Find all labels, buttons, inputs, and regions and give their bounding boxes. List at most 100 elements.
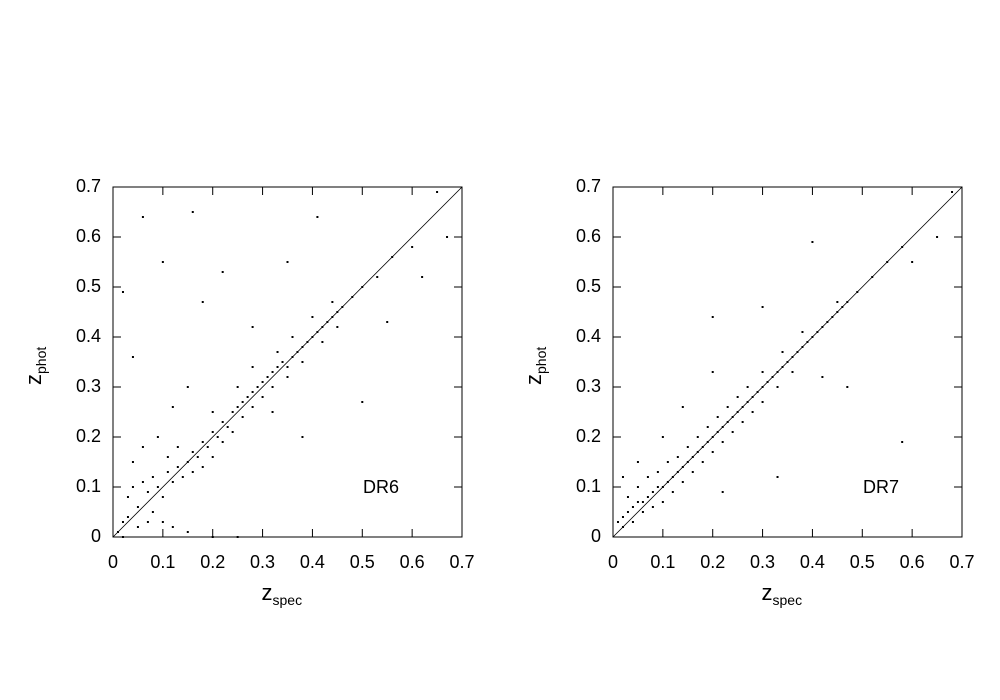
- point: [826, 321, 829, 323]
- annotation: DR6: [363, 477, 399, 497]
- x-tick-label: 0.3: [750, 552, 775, 572]
- point: [361, 401, 364, 403]
- point: [686, 446, 689, 448]
- point: [121, 521, 124, 523]
- point: [691, 471, 694, 473]
- point: [646, 476, 649, 478]
- point: [141, 446, 144, 448]
- point: [161, 496, 164, 498]
- point: [836, 301, 839, 303]
- point: [661, 436, 664, 438]
- point: [626, 496, 629, 498]
- point: [186, 531, 189, 533]
- point: [766, 381, 769, 383]
- point: [856, 291, 859, 293]
- point: [756, 391, 759, 393]
- x-tick-label: 0.6: [900, 552, 925, 572]
- point: [131, 356, 134, 358]
- point: [151, 476, 154, 478]
- point: [211, 411, 214, 413]
- point: [271, 386, 274, 388]
- point: [201, 441, 204, 443]
- point: [666, 461, 669, 463]
- x-tick-label: 0.5: [350, 552, 375, 572]
- point: [621, 516, 624, 518]
- point: [691, 456, 694, 458]
- point: [841, 306, 844, 308]
- point: [141, 481, 144, 483]
- x-tick-label: 0.7: [449, 552, 474, 572]
- x-tick-label: 0.3: [250, 552, 275, 572]
- point: [251, 406, 254, 408]
- point: [781, 351, 784, 353]
- point: [671, 491, 674, 493]
- point: [176, 446, 179, 448]
- point: [151, 511, 154, 513]
- point: [341, 306, 344, 308]
- point: [321, 326, 324, 328]
- point: [136, 526, 139, 528]
- point: [236, 386, 239, 388]
- point: [796, 351, 799, 353]
- point: [651, 506, 654, 508]
- point: [636, 501, 639, 503]
- point: [631, 506, 634, 508]
- point: [131, 486, 134, 488]
- point: [726, 421, 729, 423]
- point: [281, 361, 284, 363]
- point: [221, 421, 224, 423]
- y-tick-label: 0.5: [76, 276, 101, 296]
- point: [446, 236, 449, 238]
- point: [716, 431, 719, 433]
- point: [336, 326, 339, 328]
- point: [636, 461, 639, 463]
- point: [661, 501, 664, 503]
- point: [176, 466, 179, 468]
- point: [251, 326, 254, 328]
- x-tick-label: 0.5: [850, 552, 875, 572]
- plot-frame: [112, 186, 463, 538]
- point: [821, 376, 824, 378]
- diagonal: [112, 186, 463, 538]
- point: [271, 371, 274, 373]
- point: [226, 426, 229, 428]
- point: [776, 386, 779, 388]
- point: [771, 376, 774, 378]
- point: [701, 461, 704, 463]
- x-axis-label-sub: spec: [773, 592, 803, 608]
- y-axis-label: zphot: [521, 347, 549, 385]
- point: [221, 271, 224, 273]
- point: [731, 416, 734, 418]
- x-tick-label: 0.2: [700, 552, 725, 572]
- y-tick-label: 0.4: [76, 326, 101, 346]
- point: [776, 476, 779, 478]
- point: [751, 396, 754, 398]
- point: [811, 336, 814, 338]
- point: [121, 536, 124, 538]
- point: [216, 436, 219, 438]
- point: [201, 301, 204, 303]
- point: [951, 191, 954, 193]
- y-tick-label: 0.7: [76, 176, 101, 196]
- point: [621, 476, 624, 478]
- point: [911, 261, 914, 263]
- point: [711, 316, 714, 318]
- point: [361, 286, 364, 288]
- y-tick-label: 0.3: [576, 376, 601, 396]
- y-axis-label-main: z: [521, 374, 546, 385]
- point: [681, 481, 684, 483]
- point: [311, 336, 314, 338]
- point: [391, 256, 394, 258]
- panel: 0 0.1 0.2 0.3 0.4 0.5 0.6 0.7 0 0.1 0.2 0.3 0.4 0.5 0.…: [521, 176, 975, 608]
- point: [286, 376, 289, 378]
- point: [811, 241, 814, 243]
- point: [276, 366, 279, 368]
- y-tick-label: 0.1: [576, 476, 601, 496]
- point: [681, 406, 684, 408]
- point: [721, 491, 724, 493]
- point: [186, 461, 189, 463]
- point: [696, 436, 699, 438]
- y-tick-label: 0.7: [576, 176, 601, 196]
- point: [326, 321, 329, 323]
- x-tick-label: 0.7: [949, 552, 974, 572]
